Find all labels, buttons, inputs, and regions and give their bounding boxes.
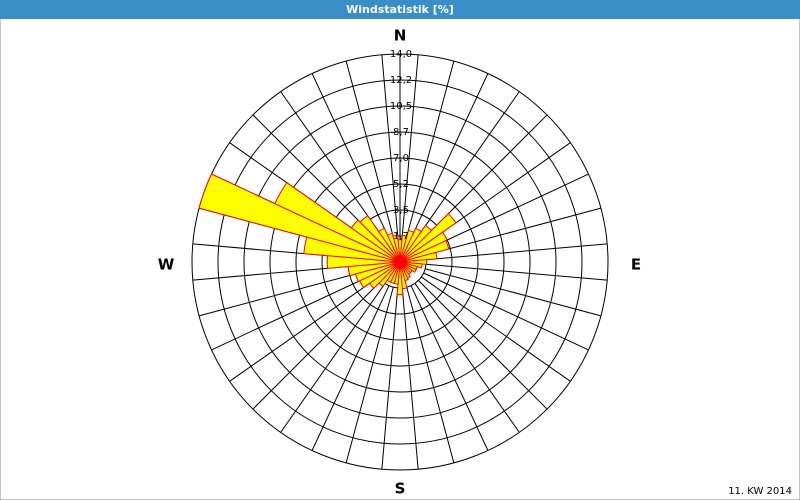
y-tick-label: 3,5 bbox=[393, 205, 409, 216]
grid-spoke bbox=[414, 91, 520, 241]
grid-spoke bbox=[311, 73, 390, 239]
grid-spoke bbox=[401, 54, 419, 237]
wind-sector bbox=[392, 234, 401, 263]
y-tick-label: 8,7 bbox=[393, 127, 409, 138]
grid-spoke bbox=[252, 280, 382, 410]
footer: 11. KW 2014 bbox=[728, 486, 792, 497]
grid-spoke bbox=[406, 286, 455, 464]
grid-spoke bbox=[280, 283, 386, 433]
y-tick-label: 1,7 bbox=[393, 231, 409, 242]
y-tick-label: 7,0 bbox=[393, 153, 409, 164]
y-tick-label: 5,2 bbox=[393, 179, 409, 190]
title-bar bbox=[0, 0, 800, 19]
y-tick-label: 10,5 bbox=[390, 101, 412, 112]
grid-spoke bbox=[425, 263, 608, 281]
grid-spoke bbox=[424, 268, 602, 317]
chart-title: Windstatistik [%] bbox=[346, 3, 454, 16]
y-tick-label: 12,2 bbox=[390, 75, 412, 86]
wind-sector bbox=[377, 227, 401, 263]
grid-spoke bbox=[423, 173, 589, 252]
grid-spoke bbox=[414, 283, 520, 433]
grid-spoke bbox=[410, 73, 489, 239]
grid-spoke bbox=[345, 60, 394, 238]
grid-spoke bbox=[198, 268, 376, 317]
grid-spoke bbox=[381, 54, 399, 237]
grid-spoke bbox=[418, 280, 548, 410]
grid-spoke bbox=[406, 60, 455, 238]
grid-spoke bbox=[401, 287, 419, 470]
wind-sector bbox=[350, 219, 401, 263]
grid-spoke bbox=[229, 276, 379, 382]
grid-spoke bbox=[423, 272, 589, 351]
direction-label: E bbox=[631, 256, 641, 274]
grid-spoke bbox=[345, 286, 394, 464]
wind-sector bbox=[399, 212, 457, 263]
grid-spoke bbox=[211, 272, 377, 351]
direction-label: S bbox=[395, 480, 406, 498]
wind-sector bbox=[396, 261, 404, 296]
grid-spoke bbox=[410, 285, 489, 451]
grid-spoke bbox=[381, 287, 399, 470]
wind-sector bbox=[386, 232, 401, 263]
grid-spoke bbox=[421, 276, 571, 382]
grid-spoke bbox=[425, 243, 608, 261]
wind-sector bbox=[198, 173, 401, 263]
direction-label: W bbox=[158, 256, 175, 274]
wind-sector bbox=[399, 231, 448, 263]
y-tick-label: 14,0 bbox=[390, 49, 412, 60]
wind-sector bbox=[399, 251, 438, 263]
wind-sector bbox=[399, 259, 428, 265]
wind-sector bbox=[399, 239, 450, 263]
grid-spoke bbox=[311, 285, 390, 451]
grid-spoke bbox=[424, 207, 602, 256]
wind-sector bbox=[274, 182, 401, 263]
direction-label: N bbox=[394, 27, 407, 45]
wind-sector bbox=[359, 215, 401, 263]
